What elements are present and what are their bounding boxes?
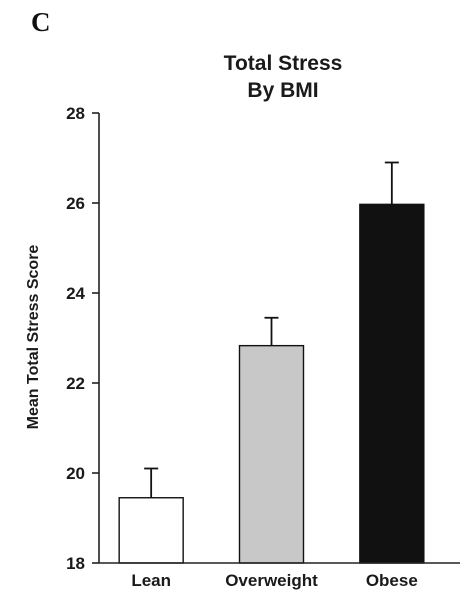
y-axis: 18 20 22 24 26 28 [66,104,100,573]
y-tick-label: 22 [66,374,85,393]
x-tick-label-obese: Obese [366,571,418,590]
y-tick-label: 28 [66,104,85,123]
chart-title-line-1: Total Stress [224,52,343,75]
bar-overweight [238,344,305,564]
panel-label: C [31,7,51,37]
x-tick-label-overweight: Overweight [225,571,318,590]
x-tick-label-lean: Lean [131,571,171,590]
y-tick-label: 24 [66,284,85,303]
bars-group [118,203,425,564]
chart-title-line-2: By BMI [247,79,318,102]
bar-lean [118,497,184,564]
y-tick-label: 20 [66,464,85,483]
x-axis: Lean Overweight Obese [99,562,460,590]
error-bars-group [144,161,399,498]
y-tick-label: 18 [66,554,85,573]
y-axis-label: Mean Total Stress Score [25,245,42,430]
bar-obese [359,203,425,564]
y-tick-label: 26 [66,194,85,213]
